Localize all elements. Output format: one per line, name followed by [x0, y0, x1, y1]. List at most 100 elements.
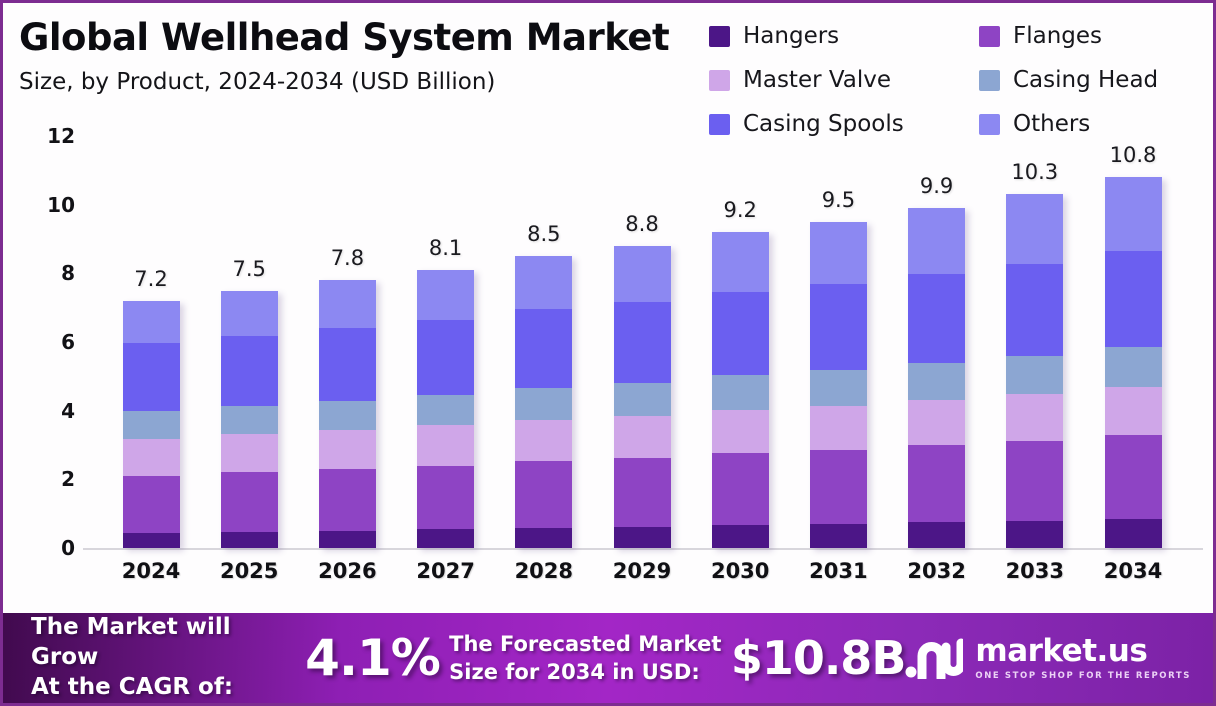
- brand-tagline: ONE STOP SHOP FOR THE REPORTS: [975, 670, 1191, 681]
- bar-value-label: 9.2: [723, 198, 757, 223]
- bar-segment-master-valve: [1006, 393, 1064, 441]
- bar-segment-casing-spools: [220, 335, 278, 406]
- bar-segment-master-valve: [318, 430, 376, 470]
- bar-segment-others: [220, 290, 278, 336]
- bar-segment-master-valve: [220, 434, 278, 473]
- bar-value-label: 7.8: [330, 246, 365, 271]
- legend-label: Casing Spools: [743, 111, 904, 137]
- y-tick-label: 6: [61, 330, 75, 354]
- bar-segment-casing-spools: [809, 284, 867, 371]
- bar-value-label: 7.5: [232, 256, 266, 281]
- bar-segment-casing-spools: [417, 319, 475, 395]
- bar-segment-flanges: [122, 475, 180, 533]
- legend-label: Master Valve: [743, 67, 892, 93]
- page-title: Global Wellhead System Market: [19, 16, 670, 59]
- legend: Hangers Flanges Master Valve Casing Head Cas…: [709, 23, 1211, 137]
- bar-stack: [220, 290, 278, 548]
- legend-swatch: [709, 113, 730, 135]
- bar-segment-hangers: [122, 532, 180, 548]
- bar-stack: [1104, 177, 1162, 548]
- bar-stack: [1006, 194, 1064, 548]
- legend-label: Casing Head: [1013, 67, 1159, 93]
- plot-area: 7.2 7.5 7.8 8.1 8.5 8.8 9.2 9.5 9.9 10.3 10.8: [83, 136, 1203, 550]
- bar-segment-flanges: [417, 465, 475, 530]
- bar-value-label: 10.8: [1109, 143, 1157, 168]
- bar-segment-flanges: [1006, 440, 1064, 521]
- bar-segment-casing-spools: [711, 291, 769, 376]
- cagr-label-line1: The Market will Grow: [31, 614, 231, 671]
- legend-swatch: [709, 25, 730, 47]
- bar-segment-others: [1104, 177, 1162, 252]
- bar-segment-others: [318, 280, 376, 328]
- bar-segment-others: [809, 221, 867, 284]
- legend-swatch: [979, 25, 1000, 47]
- bar-segment-master-valve: [809, 405, 867, 450]
- bar-segment-master-valve: [711, 409, 769, 454]
- x-tick-label: 2033: [1005, 559, 1065, 583]
- bar-segment-hangers: [613, 526, 671, 548]
- bar-segment-flanges: [318, 469, 376, 531]
- y-tick-label: 10: [47, 192, 75, 217]
- bar-value-label: 7.2: [134, 266, 168, 291]
- bar-segment-hangers: [515, 527, 573, 548]
- legend-swatch: [979, 69, 1000, 91]
- bar-value-label: 9.5: [821, 187, 856, 212]
- marketus-logo-icon: [905, 633, 966, 683]
- bar-segment-others: [613, 245, 671, 302]
- bar-value-label: 9.9: [919, 174, 954, 199]
- y-tick-label: 12: [47, 124, 75, 148]
- bar-segment-casing-spools: [908, 274, 966, 364]
- legend-item-casing-spools: Casing Spools: [709, 111, 975, 137]
- bar-segment-casing-head: [1104, 347, 1162, 387]
- bar-segment-others: [417, 269, 475, 320]
- bar-stack: [711, 232, 769, 548]
- bar-segment-hangers: [1104, 518, 1162, 548]
- bar-segment-flanges: [711, 453, 769, 526]
- cagr-value: 4.1%: [305, 629, 441, 687]
- x-tick-label: 2029: [612, 559, 672, 583]
- bar-stack: [318, 280, 376, 548]
- bar-segment-others: [1006, 194, 1064, 264]
- bar-segment-casing-head: [908, 363, 966, 400]
- bar-segment-casing-head: [318, 400, 376, 431]
- bar-segment-master-valve: [908, 399, 966, 445]
- bar-stack: [613, 245, 671, 548]
- y-tick-label: 0: [61, 536, 75, 560]
- brand-name: market.us: [975, 632, 1148, 669]
- bar-segment-hangers: [711, 525, 769, 548]
- bar-segment-casing-spools: [1006, 263, 1064, 357]
- legend-label: Hangers: [743, 23, 840, 49]
- legend-swatch: [709, 69, 730, 91]
- x-axis: 2024 2025 2026 2027 2028 2029 2030 2031 2032 2033…: [87, 559, 1203, 599]
- forecast-label-line1: The Forecasted Market: [449, 631, 722, 656]
- x-tick-label: 2027: [416, 559, 475, 583]
- bar-segment-casing-head: [809, 370, 867, 406]
- bar-segment-casing-head: [417, 394, 475, 426]
- bar-segment-casing-spools: [613, 301, 671, 383]
- cagr-label-line2: At the CAGR of:: [31, 673, 234, 700]
- x-tick-label: 2032: [907, 559, 966, 583]
- bar-segment-others: [711, 232, 769, 292]
- bar-segment-hangers: [318, 530, 376, 548]
- legend-label: Others: [1013, 111, 1091, 137]
- legend-item-casing-head: Casing Head: [979, 67, 1211, 93]
- bar-value-label: 8.1: [428, 235, 463, 260]
- forecast-label: The Forecasted Market Size for 2034 in U…: [449, 630, 731, 687]
- x-tick-label: 2034: [1103, 559, 1163, 583]
- bar-segment-casing-head: [1006, 356, 1064, 394]
- x-tick-label: 2028: [514, 559, 574, 583]
- bar-segment-flanges: [613, 457, 671, 527]
- bar-segment-casing-head: [515, 387, 573, 420]
- bar-stack: [417, 269, 475, 548]
- forecast-label-line2: Size for 2034 in USD:: [449, 660, 700, 684]
- brand-logo: market.us ONE STOP SHOP FOR THE REPORTS: [905, 633, 1191, 683]
- x-tick-label: 2025: [219, 559, 279, 583]
- bar-segment-flanges: [908, 445, 966, 523]
- y-tick-label: 4: [61, 398, 75, 423]
- legend-item-hangers: Hangers: [709, 23, 975, 49]
- bar-segment-casing-head: [711, 375, 769, 410]
- x-tick-label: 2030: [710, 559, 770, 583]
- bar-segment-flanges: [809, 449, 867, 524]
- footer-banner: The Market will Grow At the CAGR of: 4.1…: [3, 613, 1213, 703]
- x-tick-label: 2031: [809, 559, 868, 583]
